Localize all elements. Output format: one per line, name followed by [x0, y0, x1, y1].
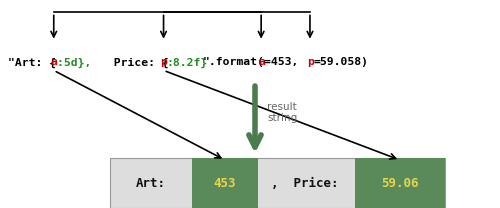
Text: Art:: Art: — [136, 177, 166, 189]
Text: result
string: result string — [267, 102, 297, 123]
Text: :5d},: :5d}, — [57, 57, 105, 68]
Text: a: a — [50, 57, 58, 67]
Text: 453: 453 — [214, 177, 236, 189]
Text: a: a — [258, 57, 265, 67]
Text: :8.2f}: :8.2f} — [166, 57, 208, 68]
Text: Price: {: Price: { — [100, 57, 168, 68]
Text: p: p — [307, 57, 314, 67]
Polygon shape — [355, 158, 445, 208]
Text: ".format(: ".format( — [203, 57, 265, 67]
Text: =59.058): =59.058) — [313, 57, 368, 67]
Text: "Art: {: "Art: { — [8, 57, 56, 68]
Text: =453,: =453, — [264, 57, 312, 67]
Polygon shape — [192, 158, 258, 208]
Polygon shape — [110, 158, 445, 208]
Text: 59.06: 59.06 — [382, 177, 419, 189]
Text: ,  Price:: , Price: — [271, 177, 338, 189]
Text: p: p — [160, 57, 168, 67]
